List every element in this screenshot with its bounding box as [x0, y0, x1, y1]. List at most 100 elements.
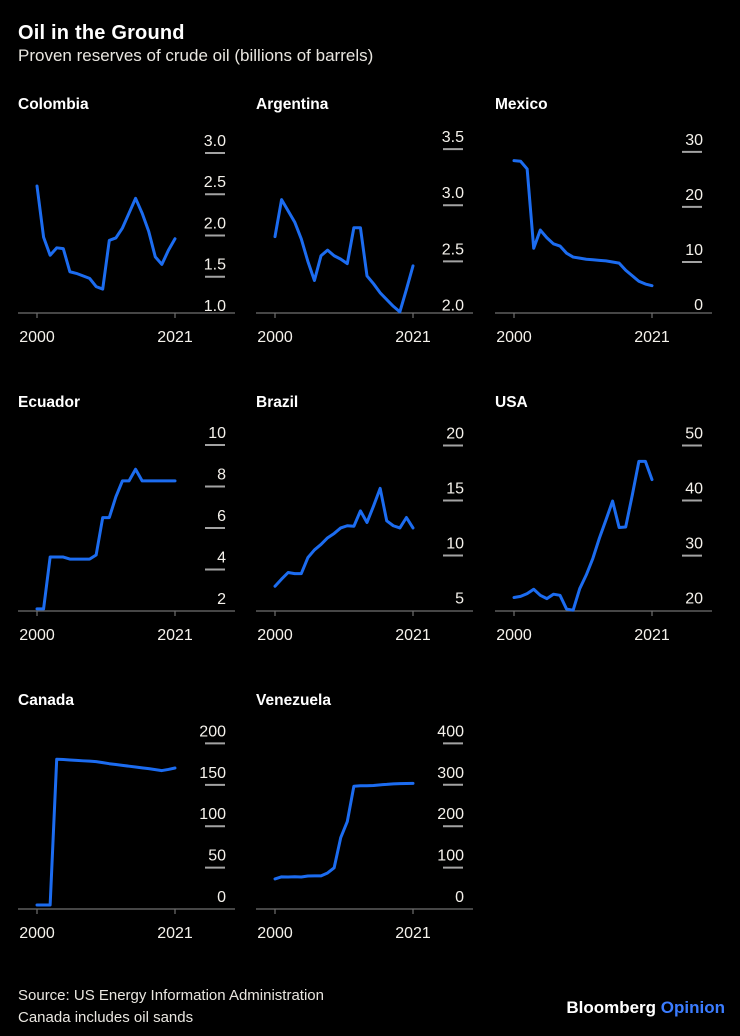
- chart-title-mexico: Mexico: [495, 96, 548, 113]
- source-note: Source: US Energy Information Administra…: [18, 987, 324, 1004]
- y-tick-label: 0: [694, 297, 703, 314]
- line-series-brazil: [273, 486, 415, 588]
- y-tick-label: 10: [446, 535, 464, 552]
- y-tick-label: 20: [685, 187, 703, 204]
- footer: Source: US Energy Information Administra…: [18, 985, 324, 1029]
- y-tick-label: 0: [455, 889, 464, 906]
- chart-svg-mexico: 2000 2021 30 20 10 0: [495, 132, 712, 346]
- x-axis-venezuela: 2000 2021: [256, 908, 473, 942]
- y-tick-label: 20: [446, 425, 464, 442]
- x-tick-label-start: 2000: [257, 329, 293, 346]
- x-axis-usa: 2000 2021: [495, 610, 712, 644]
- y-tick-label: 1.5: [204, 257, 226, 274]
- x-tick-label-end: 2021: [395, 925, 431, 942]
- y-axis-mexico: 30 20 10 0: [682, 132, 703, 314]
- chart-cell-colombia: Colombia 2000 2021 3.0 2.5 2.0 1.5 1.0: [18, 96, 245, 358]
- x-tick-label-end: 2021: [634, 627, 670, 644]
- x-tick-label-start: 2000: [496, 329, 532, 346]
- y-axis-brazil: 20 15 10 5: [443, 425, 464, 607]
- y-tick-label: 50: [685, 425, 703, 442]
- x-tick-label-end: 2021: [157, 329, 193, 346]
- chart-svg-colombia: 2000 2021 3.0 2.5 2.0 1.5 1.0: [18, 133, 235, 346]
- x-tick-label-end: 2021: [634, 329, 670, 346]
- chart-cell-usa: USA 2000 2021 50 40 30 20: [495, 394, 722, 656]
- y-tick-label: 2.5: [442, 241, 464, 258]
- page-title: Oil in the Ground: [18, 22, 185, 44]
- y-tick-label: 50: [208, 848, 226, 865]
- x-axis-ecuador: 2000 2021: [18, 610, 235, 644]
- y-tick-label: 2: [217, 591, 226, 608]
- y-tick-label: 30: [685, 132, 703, 149]
- y-tick-label: 2.0: [204, 215, 226, 232]
- brand-bloomberg: Bloomberg: [566, 998, 657, 1017]
- line-series-usa: [512, 459, 654, 612]
- brand-opinion: Opinion: [660, 998, 725, 1017]
- footnote: Canada includes oil sands: [18, 1009, 194, 1026]
- x-tick-label-start: 2000: [257, 627, 293, 644]
- y-axis-colombia: 3.0 2.5 2.0 1.5 1.0: [204, 133, 226, 315]
- y-tick-label: 3.5: [442, 129, 464, 146]
- brand-logo: Bloomberg Opinion: [566, 998, 725, 1018]
- chart-cell-mexico: Mexico 2000 2021 30 20 10 0: [495, 96, 722, 358]
- chart-svg-ecuador: 2000 2021 10 8 6 4 2: [18, 425, 235, 644]
- y-tick-label: 200: [437, 806, 464, 823]
- x-tick-label-end: 2021: [395, 329, 431, 346]
- line-series-canada: [35, 757, 177, 907]
- y-tick-label: 300: [437, 765, 464, 782]
- x-tick-label-start: 2000: [496, 627, 532, 644]
- y-axis-argentina: 3.5 3.0 2.5 2.0: [442, 129, 464, 314]
- chart-svg-canada: 2000 2021 200 150 100 50 0: [18, 723, 235, 942]
- chart-cell-argentina: Argentina 2000 2021 3.5 3.0 2.5 2.0: [256, 96, 483, 358]
- x-axis-colombia: 2000 2021: [18, 312, 235, 346]
- chart-title-usa: USA: [495, 394, 528, 411]
- line-series-venezuela: [273, 781, 415, 881]
- x-axis-mexico: 2000 2021: [495, 312, 712, 346]
- chart-cell-brazil: Brazil 2000 2021 20 15 10 5: [256, 394, 483, 656]
- y-tick-label: 100: [437, 848, 464, 865]
- x-tick-label-start: 2000: [257, 925, 293, 942]
- x-tick-label-start: 2000: [19, 627, 55, 644]
- y-tick-label: 10: [208, 425, 226, 442]
- y-tick-label: 2.0: [442, 297, 464, 314]
- chart-title-canada: Canada: [18, 692, 74, 709]
- y-tick-label: 20: [685, 591, 703, 608]
- y-tick-label: 10: [685, 242, 703, 259]
- y-tick-label: 1.0: [204, 298, 226, 315]
- y-tick-label: 40: [685, 481, 703, 498]
- x-tick-label-end: 2021: [395, 627, 431, 644]
- y-tick-label: 150: [199, 765, 226, 782]
- page-subtitle: Proven reserves of crude oil (billions o…: [18, 46, 374, 65]
- y-tick-label: 6: [217, 508, 226, 525]
- y-tick-label: 8: [217, 466, 226, 483]
- y-tick-label: 0: [217, 889, 226, 906]
- x-axis-argentina: 2000 2021: [256, 312, 473, 346]
- y-tick-label: 2.5: [204, 174, 226, 191]
- chart-svg-brazil: 2000 2021 20 15 10 5: [256, 425, 473, 644]
- chart-title-colombia: Colombia: [18, 96, 89, 113]
- chart-cell-ecuador: Ecuador 2000 2021 10 8 6 4 2: [18, 394, 245, 656]
- chart-cell-venezuela: Venezuela 2000 2021 400 300 200 100 0: [256, 692, 483, 954]
- chart-svg-venezuela: 2000 2021 400 300 200 100 0: [256, 723, 473, 942]
- y-tick-label: 200: [199, 723, 226, 740]
- chart-svg-argentina: 2000 2021 3.5 3.0 2.5 2.0: [256, 129, 473, 346]
- x-axis-canada: 2000 2021: [18, 908, 235, 942]
- x-tick-label-start: 2000: [19, 329, 55, 346]
- chart-title-ecuador: Ecuador: [18, 394, 81, 411]
- line-series-argentina: [273, 198, 415, 314]
- x-tick-label-end: 2021: [157, 925, 193, 942]
- y-axis-ecuador: 10 8 6 4 2: [205, 425, 226, 608]
- line-series-ecuador: [35, 467, 177, 611]
- chart-title-brazil: Brazil: [256, 394, 299, 411]
- y-tick-label: 15: [446, 480, 464, 497]
- chart-cell-canada: Canada 2000 2021 200 150 100 50 0: [18, 692, 245, 954]
- chart-title-venezuela: Venezuela: [256, 692, 331, 709]
- y-tick-label: 4: [217, 549, 226, 566]
- y-tick-label: 30: [685, 536, 703, 553]
- x-tick-label-end: 2021: [157, 627, 193, 644]
- chart-title-argentina: Argentina: [256, 96, 329, 113]
- x-tick-label-start: 2000: [19, 925, 55, 942]
- y-tick-label: 400: [437, 723, 464, 740]
- chart-svg-usa: 2000 2021 50 40 30 20: [495, 425, 712, 644]
- line-series-mexico: [512, 159, 654, 288]
